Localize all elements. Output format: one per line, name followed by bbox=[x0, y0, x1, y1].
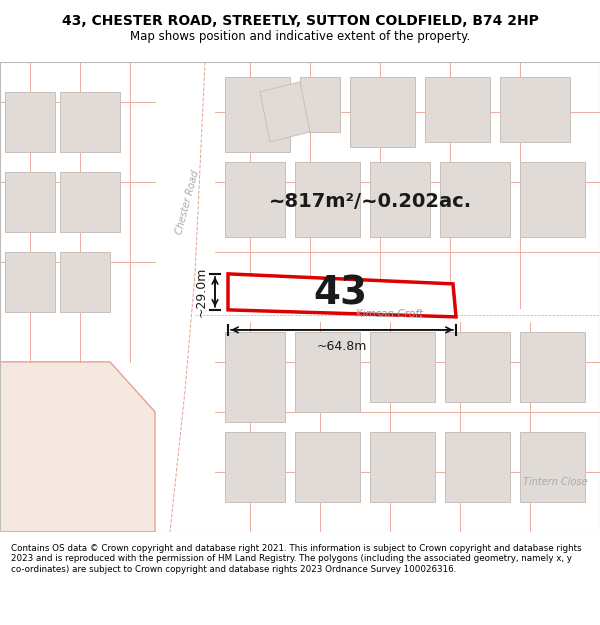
Polygon shape bbox=[370, 432, 435, 502]
Polygon shape bbox=[440, 162, 510, 237]
Polygon shape bbox=[260, 82, 310, 142]
Polygon shape bbox=[295, 332, 360, 412]
Polygon shape bbox=[5, 252, 55, 312]
Polygon shape bbox=[228, 274, 456, 317]
Polygon shape bbox=[295, 432, 360, 502]
Polygon shape bbox=[225, 162, 285, 237]
Polygon shape bbox=[5, 172, 55, 232]
Polygon shape bbox=[60, 252, 110, 312]
Polygon shape bbox=[195, 309, 600, 322]
Text: 43: 43 bbox=[313, 275, 367, 313]
Polygon shape bbox=[520, 432, 585, 502]
Polygon shape bbox=[500, 77, 570, 142]
Text: Map shows position and indicative extent of the property.: Map shows position and indicative extent… bbox=[130, 30, 470, 43]
Polygon shape bbox=[425, 77, 490, 142]
Polygon shape bbox=[225, 332, 285, 422]
Polygon shape bbox=[300, 77, 340, 132]
Polygon shape bbox=[160, 62, 215, 532]
Polygon shape bbox=[445, 332, 510, 402]
Text: Kimsan Croft: Kimsan Croft bbox=[356, 309, 424, 319]
Polygon shape bbox=[225, 77, 290, 152]
Polygon shape bbox=[295, 162, 360, 237]
Text: ~64.8m: ~64.8m bbox=[317, 340, 367, 353]
Polygon shape bbox=[0, 362, 155, 532]
Polygon shape bbox=[520, 332, 585, 402]
Polygon shape bbox=[350, 77, 415, 147]
Polygon shape bbox=[370, 162, 430, 237]
Polygon shape bbox=[520, 162, 585, 237]
Text: Contains OS data © Crown copyright and database right 2021. This information is : Contains OS data © Crown copyright and d… bbox=[11, 544, 581, 574]
Text: ~29.0m: ~29.0m bbox=[195, 267, 208, 317]
Polygon shape bbox=[225, 432, 285, 502]
Polygon shape bbox=[60, 172, 120, 232]
Polygon shape bbox=[60, 92, 120, 152]
Polygon shape bbox=[445, 432, 510, 502]
Text: 43, CHESTER ROAD, STREETLY, SUTTON COLDFIELD, B74 2HP: 43, CHESTER ROAD, STREETLY, SUTTON COLDF… bbox=[62, 14, 538, 28]
Text: ~817m²/~0.202ac.: ~817m²/~0.202ac. bbox=[268, 192, 472, 211]
Polygon shape bbox=[5, 92, 55, 152]
Text: Tintern Close: Tintern Close bbox=[523, 477, 587, 487]
Polygon shape bbox=[370, 332, 435, 402]
Text: Chester Road: Chester Road bbox=[175, 169, 202, 235]
